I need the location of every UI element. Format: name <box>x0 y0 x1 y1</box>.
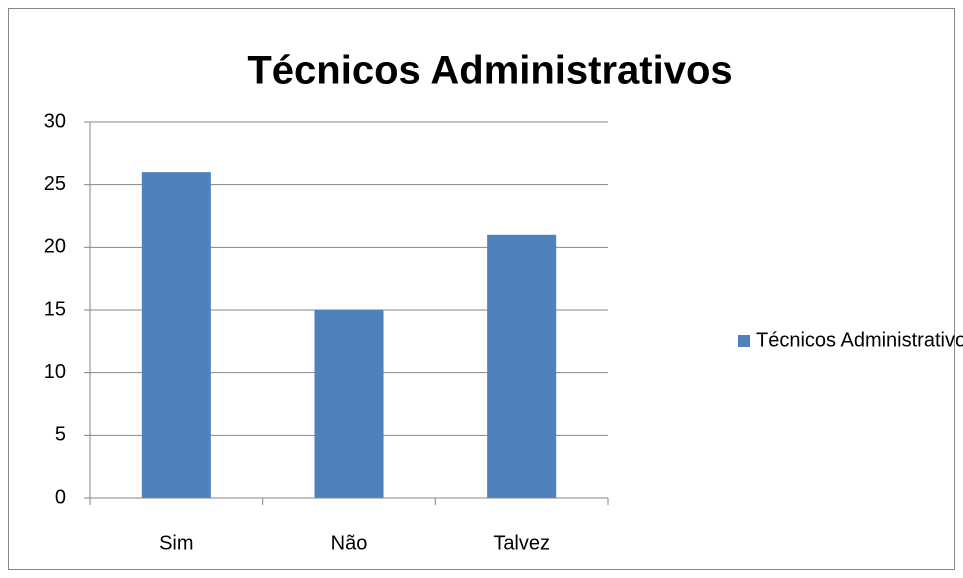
bar <box>314 310 384 498</box>
y-tick-label: 0 <box>55 486 66 508</box>
y-tick-label: 20 <box>44 236 66 258</box>
y-tick-label: 15 <box>44 298 66 320</box>
y-tick-label: 25 <box>44 173 66 195</box>
x-tick-label: Sim <box>159 532 193 554</box>
legend-swatch <box>738 335 750 347</box>
chart-title: Técnicos Administrativos <box>247 49 732 93</box>
bar <box>487 234 557 499</box>
x-tick-label: Não <box>331 532 368 554</box>
x-tick-label: Talvez <box>493 532 550 554</box>
y-tick-label: 10 <box>44 361 66 383</box>
y-tick-label: 30 <box>44 110 66 132</box>
y-tick-label: 5 <box>55 424 66 446</box>
legend-label: Técnicos Administrativos <box>756 329 963 351</box>
bar <box>141 172 211 498</box>
